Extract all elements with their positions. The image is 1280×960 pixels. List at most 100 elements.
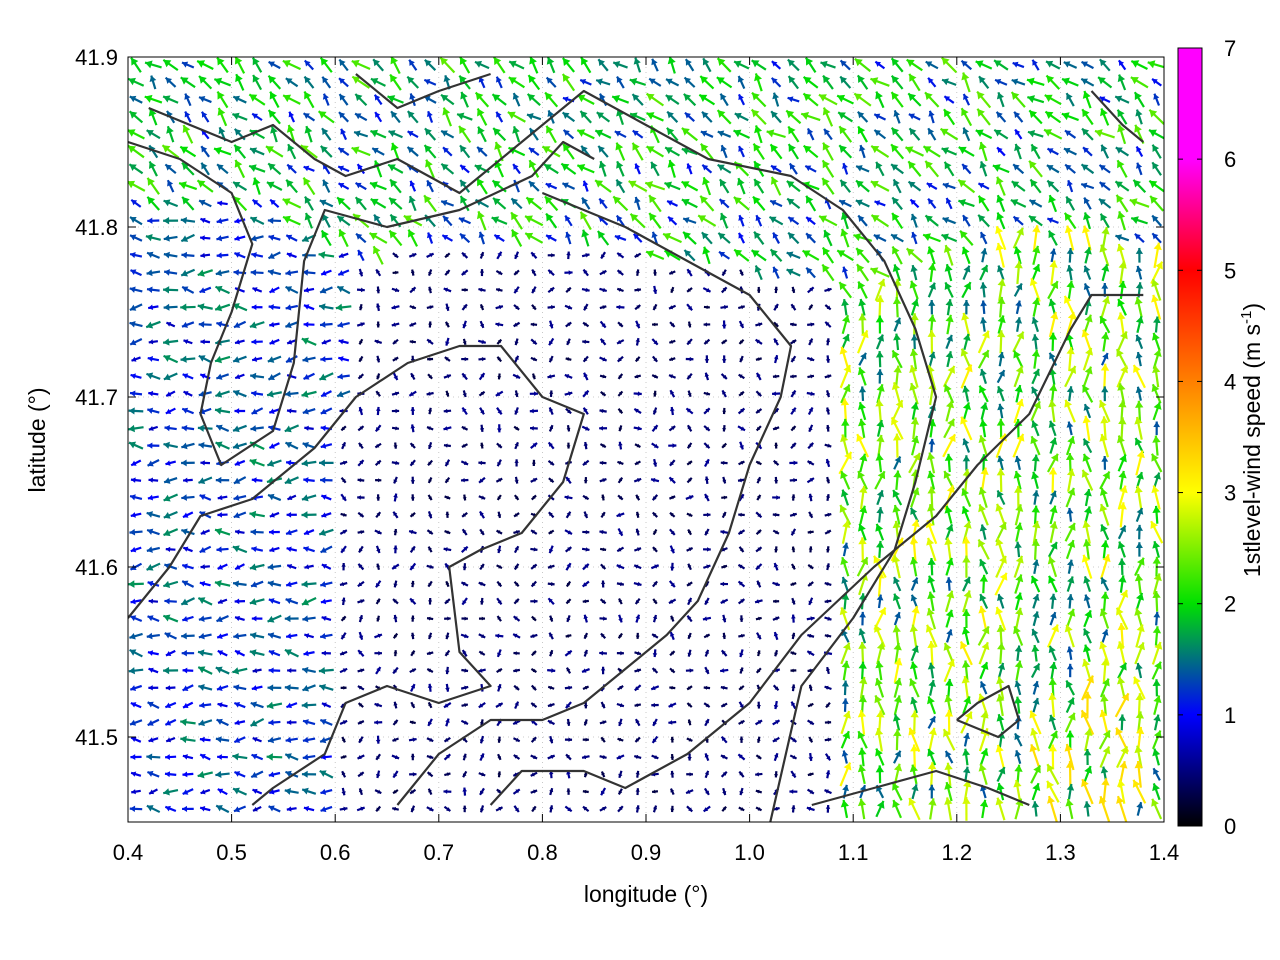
wind-arrow [200,460,211,466]
wind-arrow [566,251,571,260]
wind-arrow [791,546,796,553]
wind-arrow [1115,234,1130,242]
wind-arrow [873,129,887,140]
wind-arrow [651,442,659,449]
wind-arrow [891,782,903,801]
wind-arrow [1099,608,1110,629]
wind-arrow [339,667,348,674]
wind-arrow [268,60,281,70]
wind-arrow [703,685,711,690]
wind-arrow [285,736,298,743]
wind-arrow [1130,216,1148,225]
wind-arrow [266,753,283,761]
wind-arrow [824,512,832,517]
wind-arrow [859,676,868,699]
wind-arrow [129,648,143,658]
wind-arrow [497,736,502,743]
wind-arrow [737,305,746,310]
wind-arrow [1049,593,1057,609]
wind-arrow [1099,746,1111,768]
wind-arrow [962,696,972,715]
wind-arrow [513,494,520,501]
wind-arrow [269,198,280,208]
wind-arrow [770,77,782,88]
wind-arrow [216,546,229,553]
wind-arrow [496,442,503,449]
wind-arrow [269,546,280,553]
wind-arrow [512,126,521,143]
wind-arrow [495,76,503,89]
wind-arrow [824,443,832,448]
wind-arrow [976,108,991,126]
wind-arrow [200,145,210,158]
wind-arrow [459,179,471,193]
wind-arrow [1081,127,1094,141]
wind-arrow [1029,710,1042,735]
wind-arrow [772,459,780,466]
wind-arrow [582,805,590,813]
wind-arrow [179,145,197,158]
wind-arrow [618,614,623,623]
wind-arrow [565,321,572,328]
wind-arrow [1152,435,1161,456]
wind-arrow [909,348,919,370]
wind-arrow [1046,179,1060,193]
wind-arrow [371,147,385,156]
wind-arrow [909,507,920,523]
wind-arrow [1134,233,1145,243]
wind-arrow [358,788,363,796]
wind-arrow [665,78,680,87]
wind-arrow [1134,745,1143,769]
wind-arrow [634,287,642,292]
wind-arrow [772,512,780,517]
wind-arrow [635,528,640,536]
wind-arrow [840,383,851,404]
wind-arrow [1031,628,1040,644]
wind-arrow [1030,727,1040,752]
wind-arrow [631,142,644,161]
wind-arrow [373,160,383,178]
wind-arrow [945,678,954,697]
wind-arrow [1117,676,1126,700]
wind-arrow [514,701,520,710]
wind-arrow [547,269,555,277]
wind-arrow [444,321,450,328]
wind-arrow [340,685,347,690]
wind-arrow [545,234,557,242]
wind-arrow [808,304,814,311]
wind-arrow [802,144,819,159]
wind-arrow [1064,129,1077,139]
wind-arrow [876,642,886,665]
wind-arrow [787,125,800,143]
wind-arrow [611,94,630,104]
wind-arrow [341,770,347,778]
wind-arrow [340,545,347,554]
wind-arrow [427,477,433,484]
wind-arrow [733,60,750,70]
wind-arrow [1083,609,1093,628]
wind-arrow [1064,624,1075,648]
wind-arrow [479,510,485,519]
wind-arrow [733,196,750,211]
wind-arrow [786,251,801,259]
wind-arrow [479,424,485,432]
wind-arrow [858,537,867,562]
wind-arrow [128,110,144,124]
wind-arrow [719,668,729,673]
wind-arrow [513,304,520,311]
wind-arrow [582,389,590,398]
wind-arrow [1012,163,1025,175]
wind-arrow [180,597,195,606]
wind-arrow [979,419,988,438]
wind-arrow [720,144,728,159]
wind-arrow [374,111,383,123]
wind-arrow [1026,77,1045,86]
wind-arrow [650,477,660,483]
wind-arrow [721,269,727,277]
wind-arrow [1082,453,1092,473]
x-tick-label: 1.3 [1045,840,1076,865]
wind-arrow [786,197,801,210]
wind-arrow [129,286,143,293]
wind-arrow [875,540,885,558]
wind-arrow [392,252,399,259]
